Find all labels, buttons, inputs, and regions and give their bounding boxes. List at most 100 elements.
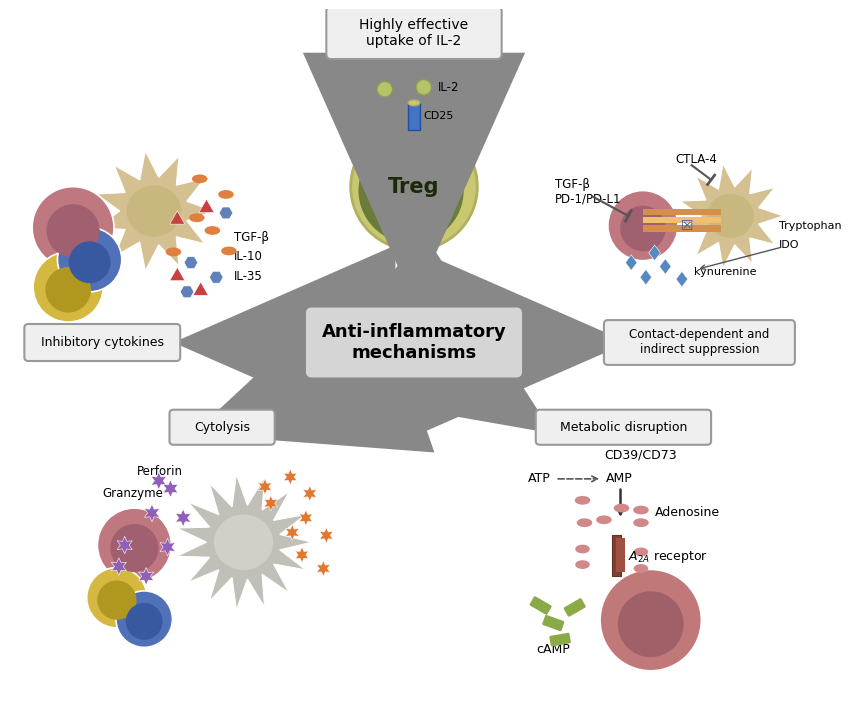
Ellipse shape bbox=[189, 214, 205, 222]
FancyBboxPatch shape bbox=[326, 6, 502, 59]
Text: CD25: CD25 bbox=[424, 111, 454, 121]
Ellipse shape bbox=[218, 190, 234, 199]
Polygon shape bbox=[139, 567, 154, 585]
FancyBboxPatch shape bbox=[169, 409, 275, 445]
Polygon shape bbox=[209, 271, 223, 283]
FancyBboxPatch shape bbox=[305, 306, 523, 378]
Circle shape bbox=[618, 591, 683, 657]
Ellipse shape bbox=[633, 505, 649, 514]
Text: Granzyme: Granzyme bbox=[102, 487, 163, 500]
Text: Cytolysis: Cytolysis bbox=[194, 421, 250, 434]
Circle shape bbox=[87, 567, 147, 628]
Text: Metabolic disruption: Metabolic disruption bbox=[560, 421, 687, 434]
Polygon shape bbox=[117, 536, 133, 554]
Text: TGF-β
PD-1/PD-L1: TGF-β PD-1/PD-L1 bbox=[555, 178, 621, 206]
Ellipse shape bbox=[614, 504, 629, 513]
Circle shape bbox=[416, 79, 432, 95]
Ellipse shape bbox=[127, 186, 181, 237]
Polygon shape bbox=[199, 199, 214, 212]
FancyBboxPatch shape bbox=[536, 409, 711, 445]
Polygon shape bbox=[676, 271, 688, 287]
Bar bbox=[612, 536, 621, 576]
Bar bbox=[408, 103, 420, 130]
Ellipse shape bbox=[576, 518, 592, 527]
Text: AMP: AMP bbox=[606, 472, 632, 485]
Bar bbox=[615, 539, 626, 573]
Polygon shape bbox=[660, 258, 672, 274]
Polygon shape bbox=[193, 282, 208, 295]
Polygon shape bbox=[264, 495, 278, 511]
Circle shape bbox=[351, 123, 478, 250]
Polygon shape bbox=[170, 267, 185, 281]
Polygon shape bbox=[96, 151, 214, 271]
Polygon shape bbox=[299, 510, 313, 526]
Circle shape bbox=[110, 524, 158, 572]
Circle shape bbox=[116, 591, 173, 648]
Polygon shape bbox=[317, 561, 330, 576]
Ellipse shape bbox=[633, 564, 649, 573]
Text: Highly effective
uptake of IL-2: Highly effective uptake of IL-2 bbox=[360, 17, 468, 48]
Text: CD39/CD73: CD39/CD73 bbox=[604, 448, 677, 461]
Ellipse shape bbox=[575, 544, 590, 553]
Text: Adenosine: Adenosine bbox=[654, 506, 720, 519]
FancyBboxPatch shape bbox=[25, 324, 180, 361]
Polygon shape bbox=[286, 525, 299, 540]
Ellipse shape bbox=[596, 516, 612, 524]
Text: IDO: IDO bbox=[779, 240, 800, 250]
Polygon shape bbox=[626, 255, 637, 271]
Ellipse shape bbox=[575, 496, 590, 505]
Polygon shape bbox=[295, 547, 309, 562]
Text: cAMP: cAMP bbox=[536, 643, 570, 656]
Polygon shape bbox=[680, 164, 783, 268]
Polygon shape bbox=[284, 469, 297, 484]
Polygon shape bbox=[649, 245, 660, 261]
Polygon shape bbox=[160, 539, 175, 556]
Polygon shape bbox=[170, 211, 185, 224]
Text: IL-35: IL-35 bbox=[234, 270, 263, 283]
Circle shape bbox=[69, 241, 110, 283]
Polygon shape bbox=[177, 474, 312, 610]
Circle shape bbox=[600, 570, 701, 671]
Polygon shape bbox=[320, 528, 333, 543]
Circle shape bbox=[620, 206, 666, 251]
Polygon shape bbox=[184, 257, 198, 269]
Circle shape bbox=[32, 186, 114, 269]
Ellipse shape bbox=[214, 514, 273, 570]
Polygon shape bbox=[640, 269, 652, 285]
Text: IL-2: IL-2 bbox=[438, 81, 459, 94]
Text: ATP: ATP bbox=[528, 472, 551, 485]
Polygon shape bbox=[163, 480, 178, 497]
Circle shape bbox=[58, 227, 122, 292]
Polygon shape bbox=[144, 504, 160, 522]
Polygon shape bbox=[219, 207, 233, 219]
Ellipse shape bbox=[633, 518, 649, 527]
FancyBboxPatch shape bbox=[604, 320, 795, 365]
FancyBboxPatch shape bbox=[542, 615, 564, 631]
Bar bbox=[643, 217, 721, 222]
Circle shape bbox=[98, 508, 172, 582]
Text: IL-10: IL-10 bbox=[234, 251, 263, 264]
Circle shape bbox=[47, 204, 99, 258]
Text: Anti-inflammatory
mechanisms: Anti-inflammatory mechanisms bbox=[321, 323, 507, 362]
Polygon shape bbox=[258, 479, 272, 495]
Text: Contact-dependent and
indirect suppression: Contact-dependent and indirect suppressi… bbox=[629, 329, 769, 357]
Polygon shape bbox=[176, 509, 190, 526]
Circle shape bbox=[45, 267, 91, 313]
Text: ☒: ☒ bbox=[681, 219, 693, 232]
Bar bbox=[643, 225, 721, 232]
Text: Perforin: Perforin bbox=[136, 464, 183, 477]
Bar bbox=[643, 209, 721, 215]
Circle shape bbox=[126, 603, 162, 640]
Ellipse shape bbox=[633, 547, 649, 557]
Ellipse shape bbox=[166, 248, 181, 256]
FancyBboxPatch shape bbox=[564, 598, 586, 617]
Ellipse shape bbox=[192, 175, 207, 183]
Circle shape bbox=[377, 82, 393, 97]
Polygon shape bbox=[180, 286, 194, 297]
Ellipse shape bbox=[221, 246, 236, 256]
Circle shape bbox=[97, 580, 137, 619]
FancyBboxPatch shape bbox=[530, 596, 552, 615]
Ellipse shape bbox=[205, 226, 220, 235]
Circle shape bbox=[359, 138, 464, 243]
Text: $A_{2A}$ receptor: $A_{2A}$ receptor bbox=[628, 549, 708, 565]
